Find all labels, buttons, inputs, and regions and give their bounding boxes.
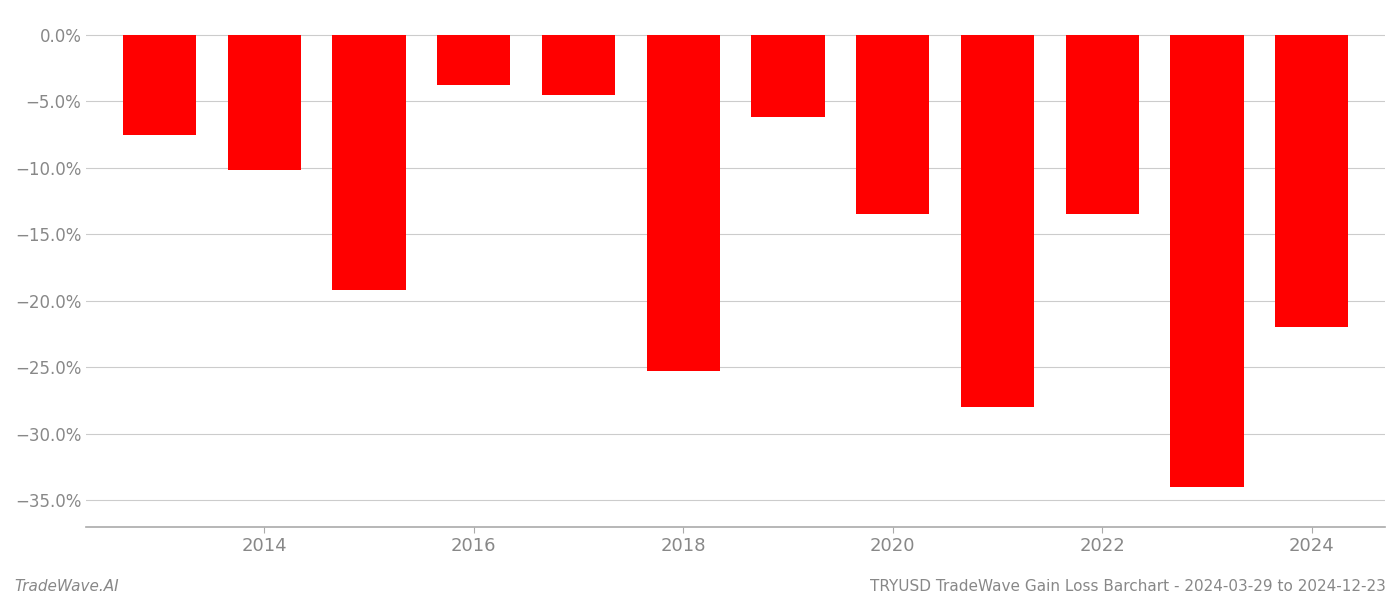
- Text: TradeWave.AI: TradeWave.AI: [14, 579, 119, 594]
- Bar: [123, 35, 196, 134]
- Bar: [960, 35, 1035, 407]
- Bar: [1065, 35, 1138, 214]
- Bar: [542, 35, 615, 95]
- Bar: [855, 35, 930, 214]
- Bar: [228, 35, 301, 170]
- Text: TRYUSD TradeWave Gain Loss Barchart - 2024-03-29 to 2024-12-23: TRYUSD TradeWave Gain Loss Barchart - 20…: [871, 579, 1386, 594]
- Bar: [332, 35, 406, 290]
- Bar: [1275, 35, 1348, 327]
- Bar: [437, 35, 511, 85]
- Bar: [1170, 35, 1243, 487]
- Bar: [647, 35, 720, 371]
- Bar: [752, 35, 825, 118]
